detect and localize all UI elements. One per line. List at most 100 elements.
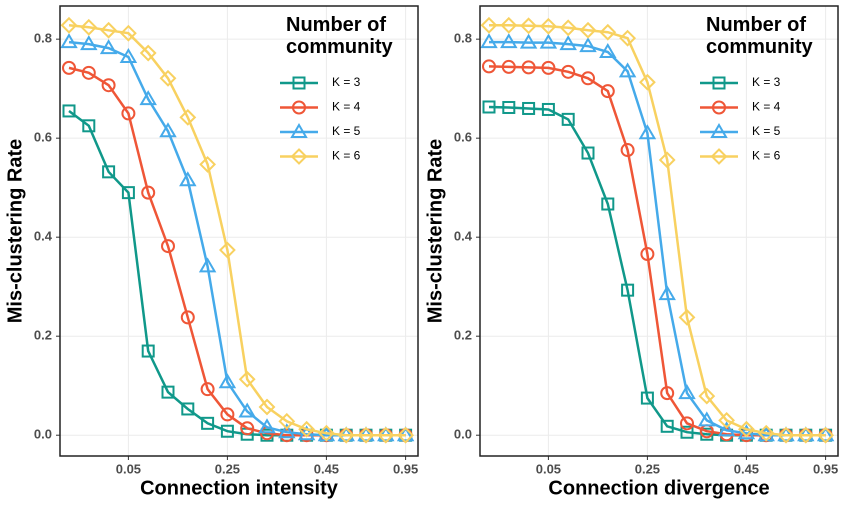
marker-diamond [179, 108, 197, 126]
marker-diamond [397, 426, 415, 444]
marker-square [640, 391, 654, 405]
marker-triangle [80, 35, 98, 51]
marker-diamond [337, 426, 355, 444]
y-axis-label: Mis-clustering Rate [424, 139, 446, 323]
x-tick-label: 0.25 [215, 461, 240, 476]
marker-triangle [717, 421, 736, 437]
x-axis-label: Connection divergence [548, 477, 769, 499]
marker-diamond [500, 16, 518, 34]
marker-diamond [757, 424, 775, 442]
marker-diamond [797, 426, 815, 444]
marker-diamond [139, 44, 157, 62]
x-tick-label: 0.45 [314, 461, 339, 476]
marker-circle [240, 421, 255, 436]
marker-circle [521, 60, 536, 75]
series-line [489, 24, 826, 437]
marker-triangle [480, 33, 498, 49]
marker-diamond [80, 18, 98, 36]
marker-circle [292, 100, 306, 115]
marker-square [220, 424, 234, 438]
marker-diamond [60, 16, 78, 34]
marker-triangle [99, 39, 118, 55]
x-tick-label: 0.45 [734, 461, 759, 476]
marker-diamond [710, 148, 728, 165]
marker-diamond [159, 69, 177, 87]
marker-square [680, 425, 694, 439]
marker-triangle [139, 90, 157, 106]
marker-triangle [519, 33, 538, 49]
marker-triangle [159, 122, 177, 138]
marker-circle [600, 84, 615, 99]
marker-triangle [278, 423, 296, 439]
marker-circle [640, 247, 655, 262]
marker-triangle [539, 33, 558, 49]
marker-diamond [579, 21, 597, 39]
marker-triangle [258, 418, 276, 434]
marker-triangle [638, 124, 657, 140]
series-line [68, 66, 406, 437]
marker-diamond [100, 21, 118, 39]
marker-square [161, 385, 175, 399]
marker-circle [581, 71, 595, 86]
y-tick-label: 0.6 [34, 130, 52, 145]
marker-diamond [678, 308, 696, 326]
marker-circle [81, 65, 96, 80]
marker-triangle [599, 43, 617, 59]
marker-diamond [258, 398, 276, 416]
marker-square [181, 402, 195, 416]
y-tick-label: 0.0 [454, 427, 472, 442]
y-tick-label: 0.8 [454, 31, 472, 46]
marker-diamond [119, 24, 137, 42]
marker-square [102, 165, 116, 179]
legend-label: K = 3 [752, 75, 781, 89]
marker-diamond [290, 148, 308, 165]
marker-circle [561, 64, 576, 79]
marker-circle [180, 310, 195, 325]
legend-label: K = 5 [752, 124, 781, 138]
marker-square [502, 100, 516, 114]
marker-circle [712, 100, 726, 115]
legend-label: K = 4 [752, 100, 781, 114]
y-tick-label: 0.0 [34, 427, 52, 442]
marker-diamond [777, 426, 795, 444]
marker-triangle [179, 171, 197, 187]
marker-circle [620, 143, 635, 158]
marker-square [712, 76, 726, 90]
marker-square [522, 101, 536, 115]
marker-triangle [579, 37, 597, 53]
marker-diamond [737, 420, 755, 438]
marker-diamond [317, 424, 335, 442]
x-tick-label: 0.05 [116, 461, 141, 476]
marker-diamond [218, 241, 236, 259]
marker-triangle [119, 48, 138, 63]
marker-circle [680, 416, 694, 431]
x-tick-label: 0.95 [393, 461, 418, 476]
marker-triangle [60, 33, 78, 49]
marker-diamond [377, 426, 395, 444]
marker-square [601, 197, 615, 211]
marker-diamond [559, 19, 577, 37]
marker-square [561, 112, 575, 126]
marker-square [121, 186, 135, 200]
marker-circle [101, 78, 116, 93]
marker-triangle [678, 384, 696, 400]
legend-label: K = 3 [332, 75, 361, 89]
y-tick-label: 0.6 [454, 130, 472, 145]
marker-diamond [278, 412, 296, 430]
marker-diamond [539, 17, 557, 35]
y-tick-label: 0.8 [34, 31, 52, 46]
marker-circle [62, 60, 76, 75]
marker-triangle [238, 402, 256, 418]
marker-triangle [290, 123, 308, 138]
marker-square [621, 283, 635, 297]
legend-label: K = 6 [332, 149, 361, 163]
marker-diamond [817, 426, 835, 444]
marker-square [482, 100, 496, 114]
marker-circle [141, 185, 156, 200]
marker-diamond [638, 73, 656, 91]
marker-diamond [480, 16, 498, 34]
marker-circle [220, 407, 235, 422]
plot-frame [479, 5, 839, 457]
